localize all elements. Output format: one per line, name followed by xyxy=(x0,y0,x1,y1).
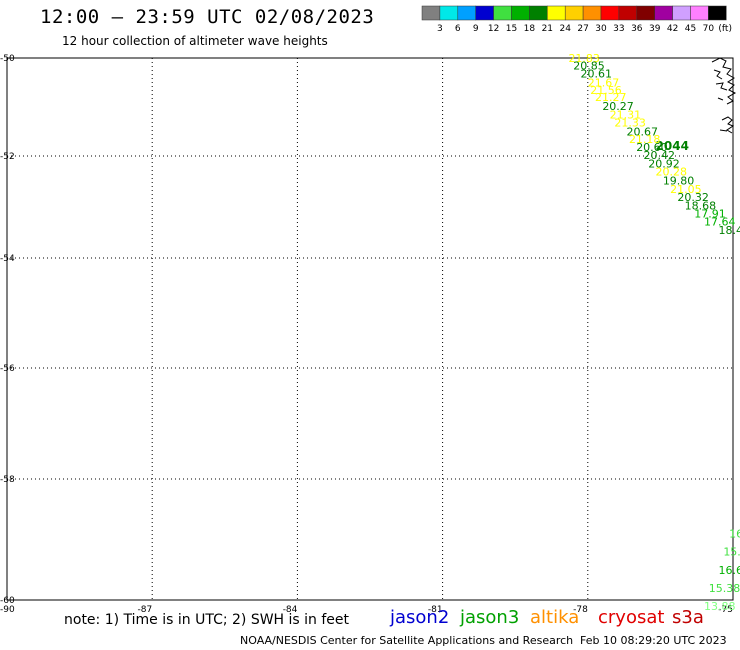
wave-height-value: 21.56 xyxy=(590,84,622,97)
colorbar-label: 45 xyxy=(685,24,696,34)
pass-number-label: 2043 xyxy=(593,0,626,1)
longitude-label: -87 xyxy=(137,605,152,615)
colorbar-label: 3 xyxy=(437,24,443,34)
wave-height-value: 20.28 xyxy=(656,165,688,178)
wave-height-value: 20.27 xyxy=(602,100,634,113)
wave-height-value: 21.67 xyxy=(588,77,620,90)
footer-note: note: 1) Time is in UTC; 2) SWH is in fe… xyxy=(64,612,350,628)
legend-altika: altika xyxy=(530,607,580,628)
latitude-label: -54 xyxy=(0,254,15,264)
wave-height-colorbar: 3 6 9 12 15 18 21 24 27 30 33 36 39 42 45 70 (ft) xyxy=(421,5,732,34)
map-subtitle: 12 hour collection of altimeter wave hei… xyxy=(62,34,328,48)
latitude-label: -52 xyxy=(0,152,15,162)
latitude-label: -60 xyxy=(0,596,15,606)
wave-height-value: 16.21 xyxy=(729,527,740,540)
latitude-label: -56 xyxy=(0,364,15,374)
colorbar-unit: (ft) xyxy=(718,24,732,34)
coastline-fragment xyxy=(711,57,737,134)
wave-height-value: 21.31 xyxy=(610,108,642,121)
colorbar-label: 33 xyxy=(613,24,624,34)
colorbar-label: 27 xyxy=(577,24,588,34)
colorbar-label: 15 xyxy=(506,24,517,34)
longitude-label: -75 xyxy=(718,605,733,615)
colorbar-label: 24 xyxy=(559,24,571,34)
colorbar-swatch xyxy=(708,5,727,21)
latitude-label: -50 xyxy=(0,54,15,64)
map-frame xyxy=(6,57,734,601)
wave-height-value: 19.80 xyxy=(663,174,695,187)
colorbar-label: 18 xyxy=(524,24,536,34)
legend-jason2: jason2 xyxy=(390,607,450,628)
colorbar-label: 30 xyxy=(595,24,607,34)
legend-cryosat: cryosat xyxy=(598,607,665,628)
wave-height-value: 15.69 xyxy=(723,546,740,559)
latitude-label: -58 xyxy=(0,475,15,485)
colorbar-label: 21 xyxy=(542,24,553,34)
wave-height-value: 13.88 xyxy=(704,600,736,613)
longitude-label: -84 xyxy=(283,605,298,615)
colorbar-label: 39 xyxy=(649,24,661,34)
wave-height-value: 20.42 xyxy=(643,149,675,162)
wave-height-value: 18.68 xyxy=(685,199,717,212)
colorbar-label: 42 xyxy=(667,24,678,34)
wave-height-value: 20.92 xyxy=(648,158,680,171)
wave-height-value: 17.91 xyxy=(694,208,726,221)
wave-height-value: 15.38 xyxy=(709,582,740,595)
legend-s3a: s3a xyxy=(672,607,704,628)
wave-height-value: 21.05 xyxy=(670,183,702,196)
wave-height-value: 21.33 xyxy=(614,117,646,130)
wave-height-value: 17.64 xyxy=(704,215,736,228)
wave-height-value: 20.85 xyxy=(573,59,605,72)
credit-text: NOAA/NESDIS Center for Satellite Applica… xyxy=(240,634,574,647)
wave-height-value: 21.18 xyxy=(629,133,661,146)
map-title: 12:00 – 23:59 UTC 02/08/2023 xyxy=(40,6,375,28)
longitude-label: -90 xyxy=(0,605,15,615)
wave-height-value: 21.27 xyxy=(595,91,627,104)
pass-number-label: 2044 xyxy=(656,139,689,153)
longitude-label: -78 xyxy=(573,605,588,615)
generated-timestamp: Feb 10 08:29:20 UTC 2023 xyxy=(580,634,727,647)
wave-height-value: 20.61 xyxy=(581,68,613,81)
wave-height-value: 20.60 xyxy=(636,141,668,154)
altimeter-map: -90 -87 -84 -81 -78 -75 -50 -52 -54 -56 -58 -60 2043… xyxy=(0,0,740,620)
wave-height-value: 20.67 xyxy=(627,126,659,139)
wave-height-value: 20.32 xyxy=(677,191,709,204)
wave-height-value: 16.62 xyxy=(718,564,740,577)
legend-jason3: jason3 xyxy=(460,607,520,628)
wave-height-value: 21.83 xyxy=(568,52,600,65)
wave-height-value: 13.22 xyxy=(702,618,734,620)
colorbar-label: 70 xyxy=(703,24,715,34)
colorbar-label: 12 xyxy=(488,24,499,34)
longitude-label: -81 xyxy=(428,605,443,615)
wave-height-value: 18.41 xyxy=(718,224,740,237)
colorbar-label: 9 xyxy=(473,24,479,34)
colorbar-label: 6 xyxy=(455,24,461,34)
colorbar-label: 36 xyxy=(631,24,643,34)
